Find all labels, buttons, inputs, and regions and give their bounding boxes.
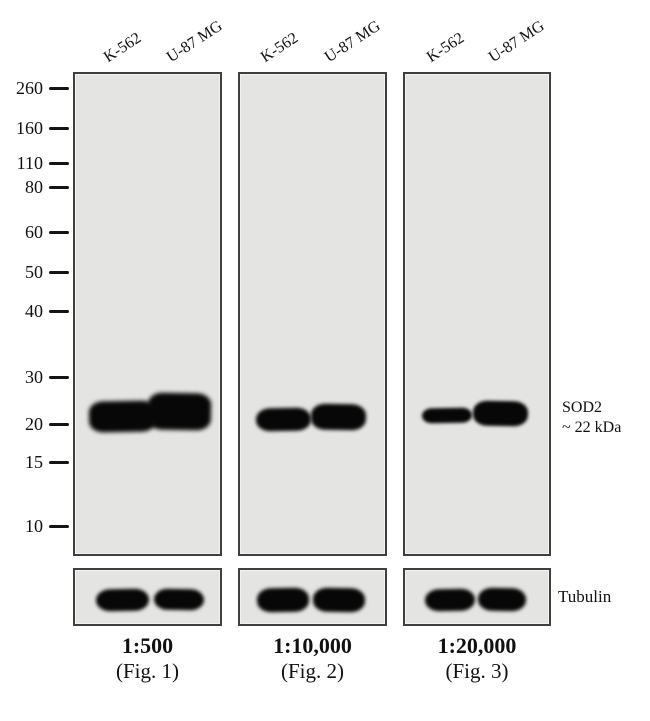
mw-marker-label: 260 bbox=[16, 78, 43, 98]
mw-marker: 10 bbox=[0, 517, 69, 535]
mw-marker-tick-icon bbox=[49, 270, 69, 274]
loading-control-annotation: Tubulin bbox=[558, 587, 612, 606]
figure-ref-label: (Fig. 3) bbox=[445, 659, 509, 684]
mw-marker-label: 20 bbox=[25, 414, 43, 434]
mw-marker-label: 110 bbox=[16, 153, 43, 173]
panel-caption-2: 1:10,000 (Fig. 2) bbox=[218, 633, 407, 684]
control-band-lane-1 bbox=[95, 588, 150, 612]
mw-marker: 110 bbox=[0, 154, 69, 172]
target-blot-panel-2 bbox=[238, 72, 387, 556]
mw-marker-tick-icon bbox=[49, 309, 69, 313]
figure-ref-label: (Fig. 2) bbox=[281, 659, 344, 684]
mw-marker-label: 30 bbox=[25, 367, 43, 387]
mw-marker: 15 bbox=[0, 453, 69, 471]
lane-label-u-87-mg: U-87 MG bbox=[485, 17, 548, 66]
mw-marker-tick-icon bbox=[49, 185, 69, 189]
mw-marker-tick-icon bbox=[49, 422, 69, 426]
mw-marker: 160 bbox=[0, 119, 69, 137]
control-blot-panel-1 bbox=[73, 568, 222, 626]
figure-ref-label: (Fig. 1) bbox=[116, 659, 179, 684]
mw-marker-tick-icon bbox=[49, 86, 69, 90]
mw-marker-tick-icon bbox=[49, 230, 69, 234]
mw-marker: 260 bbox=[0, 79, 69, 97]
dilution-label: 1:20,000 bbox=[437, 633, 517, 658]
lane-label-k-562: K-562 bbox=[100, 29, 145, 66]
mw-marker: 40 bbox=[0, 302, 69, 320]
mw-marker-label: 50 bbox=[25, 262, 43, 282]
target-band-lane-2 bbox=[310, 403, 367, 431]
mw-marker-tick-icon bbox=[49, 460, 69, 464]
target-band-lane-1 bbox=[421, 407, 473, 424]
mw-marker: 20 bbox=[0, 415, 69, 433]
control-band-lane-1 bbox=[424, 588, 476, 612]
mw-marker-tick-icon bbox=[49, 161, 69, 165]
mw-marker-label: 40 bbox=[25, 301, 43, 321]
target-blot-panel-3 bbox=[403, 72, 551, 556]
control-band-lane-2 bbox=[153, 588, 205, 611]
target-band-annotation: SOD2 ~ 22 kDa bbox=[562, 398, 621, 438]
mw-marker-label: 80 bbox=[25, 177, 43, 197]
mw-marker-tick-icon bbox=[49, 126, 69, 130]
dilution-label: 1:500 bbox=[121, 633, 174, 658]
mw-marker-label: 15 bbox=[25, 452, 43, 472]
control-band-lane-2 bbox=[477, 587, 527, 612]
lane-label-k-562: K-562 bbox=[257, 29, 302, 66]
lane-label-u-87-mg: U-87 MG bbox=[163, 17, 226, 66]
target-band-lane-2 bbox=[147, 392, 212, 431]
target-band-lane-1 bbox=[88, 400, 157, 433]
mw-marker: 60 bbox=[0, 223, 69, 241]
mw-marker: 30 bbox=[0, 368, 69, 386]
mw-marker-tick-icon bbox=[49, 524, 69, 528]
mw-marker: 50 bbox=[0, 263, 69, 281]
dilution-label: 1:10,000 bbox=[273, 633, 352, 658]
target-molecular-weight: ~ 22 kDa bbox=[562, 419, 622, 436]
mw-marker-tick-icon bbox=[49, 375, 69, 379]
panel-caption-3: 1:20,000 (Fig. 3) bbox=[383, 633, 571, 684]
control-blot-panel-3 bbox=[403, 568, 551, 626]
target-blot-panel-1 bbox=[73, 72, 222, 556]
control-band-lane-2 bbox=[312, 587, 366, 613]
target-band-lane-2 bbox=[472, 400, 529, 427]
panel-caption-1: 1:500 (Fig. 1) bbox=[53, 633, 242, 684]
mw-marker: 80 bbox=[0, 178, 69, 196]
mw-marker-label: 10 bbox=[25, 516, 43, 536]
target-protein-name: SOD2 bbox=[562, 399, 603, 416]
mw-marker-label: 160 bbox=[16, 118, 43, 138]
target-band-lane-1 bbox=[255, 407, 312, 432]
lane-label-u-87-mg: U-87 MG bbox=[321, 17, 384, 66]
lane-label-k-562: K-562 bbox=[423, 29, 468, 66]
control-blot-panel-2 bbox=[238, 568, 387, 626]
mw-marker-label: 60 bbox=[25, 222, 43, 242]
control-band-lane-1 bbox=[256, 587, 310, 613]
